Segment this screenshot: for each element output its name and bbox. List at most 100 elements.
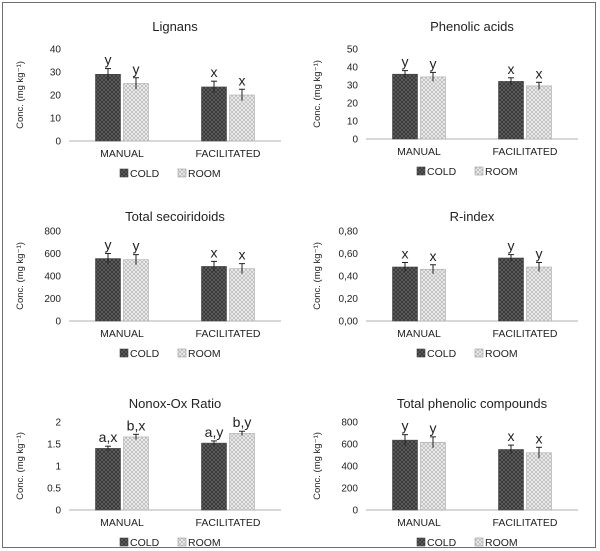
y-tick-label: 1.5 — [47, 440, 61, 451]
legend-label-cold: COLD — [130, 168, 160, 180]
chart-title: Lignans — [152, 19, 198, 34]
chart-panel-1: Phenolic acids 0 10 20 30 40 50 Conc. (mg kg⁻¹)… — [312, 19, 578, 178]
y-tick-label: 600 — [341, 440, 358, 451]
legend-swatch-room — [474, 348, 484, 358]
y-tick-label: 40 — [50, 45, 62, 56]
x-category-label: FACILITATED — [493, 517, 558, 529]
significance-letter: y — [402, 418, 409, 434]
legend-swatch-room — [177, 168, 187, 178]
y-tick-label: 0,40 — [339, 272, 359, 283]
bar-room-facilitated — [229, 94, 255, 142]
significance-letter: y — [536, 246, 543, 262]
significance-letter: y — [133, 238, 140, 254]
legend-swatch-cold — [416, 166, 426, 176]
significance-letter: x — [239, 72, 246, 88]
y-tick-label: 10 — [347, 117, 359, 128]
y-tick-label: 0,60 — [339, 249, 359, 260]
bar-cold-manual — [392, 266, 418, 322]
significance-letter: a,x — [99, 429, 118, 445]
significance-letter: x — [211, 244, 218, 260]
y-tick-label: 400 — [341, 462, 358, 473]
x-category-label: FACILITATED — [493, 328, 558, 340]
legend-swatch-cold — [119, 537, 129, 547]
y-tick-label: 0,80 — [339, 227, 359, 238]
chart-title: Total secoiridoids — [125, 209, 225, 224]
significance-letter: y — [133, 61, 140, 77]
bar-cold-facilitated — [498, 449, 524, 511]
significance-letter: x — [508, 61, 515, 77]
legend-swatch-room — [177, 537, 187, 547]
significance-letter: x — [536, 65, 543, 81]
y-axis-label: Conc. (mg kg⁻¹) — [15, 61, 26, 129]
x-category-label: FACILITATED — [196, 328, 261, 340]
legend-label-cold: COLD — [427, 166, 457, 178]
bar-cold-manual — [95, 74, 121, 142]
legend-label-room: ROOM — [485, 166, 518, 178]
y-tick-label: 0,00 — [339, 317, 359, 328]
legend-swatch-cold — [416, 537, 426, 547]
y-tick-label: 10 — [50, 114, 62, 125]
chart-title: Total phenolic compounds — [397, 396, 548, 411]
legend-label-room: ROOM — [485, 348, 518, 360]
significance-letter: x — [536, 430, 543, 446]
legend-swatch-room — [474, 166, 484, 176]
bar-room-manual — [420, 268, 446, 322]
x-category-label: MANUAL — [100, 517, 144, 529]
legend-swatch-cold — [119, 168, 129, 178]
significance-letter: y — [105, 52, 112, 68]
chart-title: Nonox-Ox Ratio — [129, 396, 221, 411]
y-tick-label: 50 — [347, 45, 359, 56]
bar-cold-facilitated — [201, 266, 227, 322]
chart-panel-5: Total phenolic compounds 0 200 400 600 800 Con… — [312, 396, 578, 549]
y-tick-label: 600 — [44, 249, 61, 260]
bar-room-manual — [123, 83, 149, 142]
bar-cold-manual — [392, 439, 418, 511]
y-tick-label: 40 — [347, 63, 359, 74]
significance-letter: x — [211, 64, 218, 80]
legend-swatch-cold — [119, 348, 129, 358]
x-category-label: FACILITATED — [196, 148, 261, 160]
significance-letter: x — [430, 248, 437, 264]
legend-swatch-room — [474, 537, 484, 547]
y-tick-label: 1 — [55, 462, 61, 473]
legend-swatch-room — [177, 348, 187, 358]
significance-letter: b,y — [233, 414, 252, 430]
y-tick-label: 0 — [55, 506, 61, 517]
significance-letter: x — [239, 247, 246, 263]
bar-room-facilitated — [526, 266, 552, 322]
chart-title: Phenolic acids — [430, 19, 514, 34]
y-tick-label: 800 — [341, 418, 358, 429]
bar-cold-facilitated — [201, 442, 227, 511]
significance-letter: b,x — [127, 417, 146, 433]
y-tick-label: 20 — [50, 91, 62, 102]
bar-cold-facilitated — [201, 86, 227, 142]
significance-letter: x — [402, 246, 409, 262]
legend-label-cold: COLD — [427, 348, 457, 360]
x-category-label: MANUAL — [397, 517, 441, 529]
bar-room-manual — [420, 442, 446, 511]
y-tick-label: 200 — [341, 484, 358, 495]
y-tick-label: 30 — [50, 68, 62, 79]
chart-panel-2: Total secoiridoids 0 200 400 600 800 Conc. (mg… — [15, 209, 281, 360]
y-axis-label: Conc. (mg kg⁻¹) — [15, 432, 26, 500]
y-axis-label: Conc. (mg kg⁻¹) — [312, 60, 323, 128]
x-category-label: FACILITATED — [493, 146, 558, 158]
bar-room-manual — [123, 436, 149, 511]
significance-letter: y — [402, 54, 409, 70]
chart-title: R-index — [450, 209, 495, 224]
y-tick-label: 30 — [347, 81, 359, 92]
y-axis-label: Conc. (mg kg⁻¹) — [15, 242, 26, 310]
x-category-label: MANUAL — [100, 328, 144, 340]
y-axis-label: Conc. (mg kg⁻¹) — [312, 432, 323, 500]
y-tick-label: 20 — [347, 99, 359, 110]
y-tick-label: 0 — [55, 137, 61, 148]
y-tick-label: 400 — [44, 272, 61, 283]
legend-label-room: ROOM — [188, 537, 221, 549]
bar-cold-manual — [95, 448, 121, 511]
legend-label-room: ROOM — [485, 537, 518, 549]
legend-label-room: ROOM — [188, 168, 221, 180]
bar-cold-manual — [392, 73, 418, 140]
bar-room-manual — [123, 259, 149, 322]
